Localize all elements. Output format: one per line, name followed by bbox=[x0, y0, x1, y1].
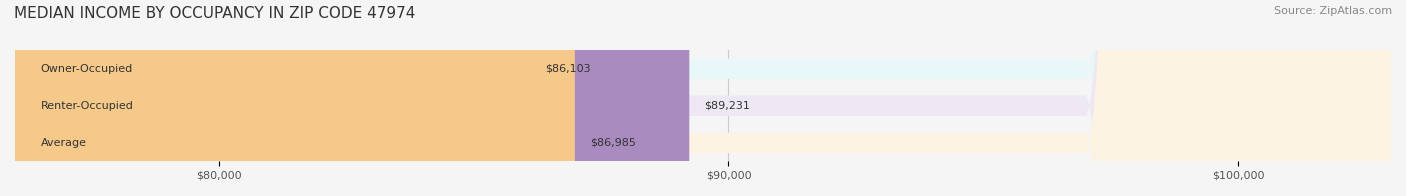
Text: MEDIAN INCOME BY OCCUPANCY IN ZIP CODE 47974: MEDIAN INCOME BY OCCUPANCY IN ZIP CODE 4… bbox=[14, 6, 415, 21]
Text: Renter-Occupied: Renter-Occupied bbox=[41, 101, 134, 111]
FancyBboxPatch shape bbox=[15, 0, 1391, 196]
FancyBboxPatch shape bbox=[15, 0, 1391, 196]
Text: $86,985: $86,985 bbox=[591, 138, 636, 148]
Text: Average: Average bbox=[41, 138, 87, 148]
Text: Source: ZipAtlas.com: Source: ZipAtlas.com bbox=[1274, 6, 1392, 16]
FancyBboxPatch shape bbox=[15, 0, 530, 196]
FancyBboxPatch shape bbox=[15, 0, 575, 196]
FancyBboxPatch shape bbox=[15, 0, 1391, 196]
FancyBboxPatch shape bbox=[15, 0, 689, 196]
Text: $86,103: $86,103 bbox=[546, 64, 591, 74]
Text: Owner-Occupied: Owner-Occupied bbox=[41, 64, 132, 74]
Text: $89,231: $89,231 bbox=[704, 101, 751, 111]
